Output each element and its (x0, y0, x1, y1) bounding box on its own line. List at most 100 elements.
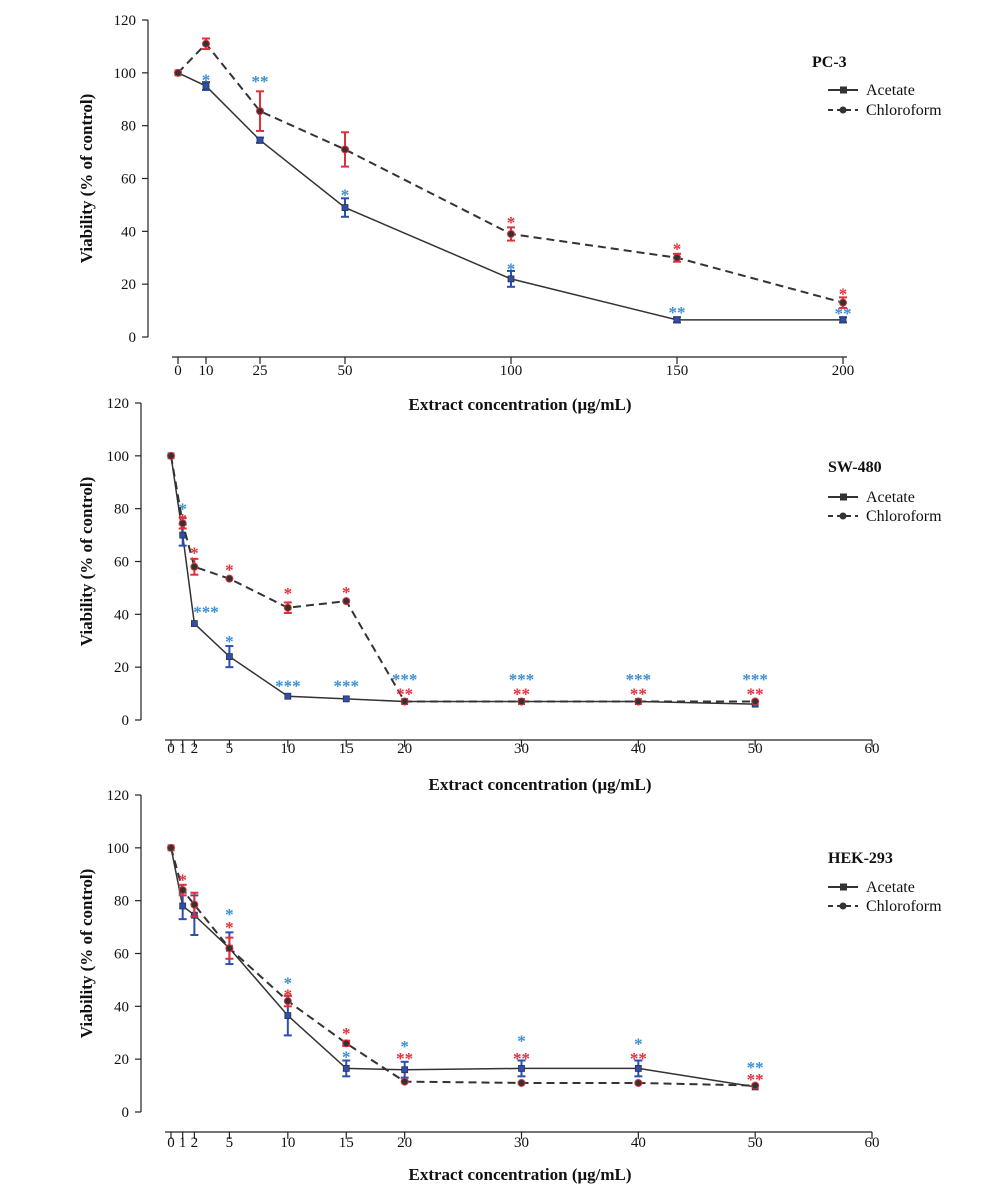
data-point (342, 695, 350, 703)
x-tick-label: 60 (865, 1135, 880, 1151)
legend-marker (840, 86, 847, 94)
x-tick-label: 10 (280, 1135, 295, 1151)
data-point (342, 1065, 350, 1072)
x-tick-label: 200 (832, 363, 855, 379)
legend-marker (839, 902, 847, 910)
panel-title: PC-3 (812, 54, 847, 71)
x-tick-label: 2 (191, 1135, 199, 1151)
significance-marker: ** (747, 685, 764, 704)
data-point (167, 451, 175, 460)
y-tick-label: 120 (114, 13, 137, 29)
significance-marker: * (225, 632, 234, 651)
data-point (518, 1065, 525, 1072)
data-point (673, 253, 681, 262)
significance-marker: *** (392, 670, 418, 689)
data-point (202, 82, 210, 90)
chart-panel-1: 0 20 40 60 80 100 120 0 10 25 50 100 150 200 Extract c… (77, 13, 942, 414)
y-tick-label: 60 (114, 947, 129, 963)
y-tick-label: 60 (121, 172, 136, 188)
data-point (507, 275, 515, 283)
x-tick-label: 2 (191, 741, 199, 757)
data-point (839, 298, 847, 307)
significance-marker: ** (630, 685, 647, 704)
data-point (190, 562, 199, 571)
x-tick-label: 0 (167, 1135, 175, 1151)
legend-label: Acetate (866, 82, 915, 99)
series-line (170, 455, 756, 703)
x-tick-label: 40 (631, 741, 646, 757)
data-point (751, 1081, 760, 1090)
x-tick-label: 150 (666, 363, 689, 379)
significance-marker: * (507, 213, 516, 232)
data-point (400, 1077, 409, 1086)
y-tick-label: 100 (114, 66, 137, 82)
data-point (673, 316, 681, 324)
data-point (751, 697, 760, 706)
significance-marker: *** (334, 677, 360, 696)
data-point (517, 1078, 526, 1087)
y-tick-label: 120 (107, 788, 130, 804)
series-chloroform: **** *** ** ** ** (167, 451, 764, 706)
x-tick-label: 25 (253, 363, 268, 379)
data-point (202, 39, 210, 48)
series-line (170, 847, 756, 1088)
legend-marker (840, 883, 847, 891)
y-tick-label: 120 (107, 396, 130, 412)
significance-marker: *** (193, 603, 219, 622)
legend-label: Acetate (866, 879, 915, 896)
y-axis-label: Viability (% of control) (77, 94, 96, 264)
legend: Acetate Chloroform (828, 489, 942, 525)
significance-marker: ** (747, 1058, 764, 1077)
significance-marker: ** (835, 304, 852, 323)
y-tick-label: 60 (114, 555, 129, 571)
data-point (225, 944, 234, 953)
significance-marker: ** (396, 1049, 413, 1068)
significance-marker: *** (742, 670, 768, 689)
data-point (342, 597, 351, 606)
significance-marker: *** (626, 670, 652, 689)
data-point (839, 316, 847, 324)
panel-title: HEK-293 (828, 850, 893, 867)
y-tick-label: 100 (107, 841, 130, 857)
significance-marker: *** (509, 670, 535, 689)
significance-marker: * (178, 871, 187, 890)
data-point (226, 653, 233, 660)
y-tick-label: 80 (114, 894, 129, 910)
series-acetate: ******** *** *** *** *** *** (167, 452, 768, 708)
significance-marker: * (190, 543, 199, 562)
x-tick-label: 20 (397, 1135, 412, 1151)
y-tick-label: 0 (122, 1105, 130, 1121)
data-point (342, 1039, 351, 1048)
significance-marker: * (225, 918, 234, 937)
x-tick-label: 0 (174, 363, 182, 379)
legend: Acetate Chloroform (828, 82, 942, 119)
significance-marker: * (178, 500, 187, 519)
significance-marker: * (225, 560, 234, 579)
series-line (170, 847, 756, 1087)
data-point (256, 107, 264, 116)
x-tick-label: 60 (865, 741, 880, 757)
significance-marker: * (225, 905, 234, 924)
data-point (256, 136, 264, 144)
x-tick-label: 50 (748, 1135, 763, 1151)
series-chloroform: * * * (174, 37, 847, 309)
x-tick-label: 50 (338, 363, 353, 379)
y-tick-label: 40 (114, 999, 129, 1015)
y-tick-label: 20 (114, 1052, 129, 1068)
y-tick-label: 40 (114, 607, 129, 623)
significance-marker: * (341, 185, 350, 204)
data-point (283, 603, 292, 612)
x-tick-label: 15 (339, 1135, 354, 1151)
significance-marker: * (342, 583, 351, 602)
legend-label: Chloroform (866, 898, 942, 915)
data-point (400, 697, 409, 706)
x-tick-label: 30 (514, 741, 529, 757)
x-tick-label: 0 (167, 741, 175, 757)
x-tick-label: 5 (226, 741, 234, 757)
significance-marker: * (342, 1024, 351, 1043)
significance-marker: * (634, 1034, 643, 1053)
series-acetate: **** * *** (167, 844, 764, 1091)
significance-marker: * (202, 70, 211, 89)
x-tick-label: 50 (748, 741, 763, 757)
